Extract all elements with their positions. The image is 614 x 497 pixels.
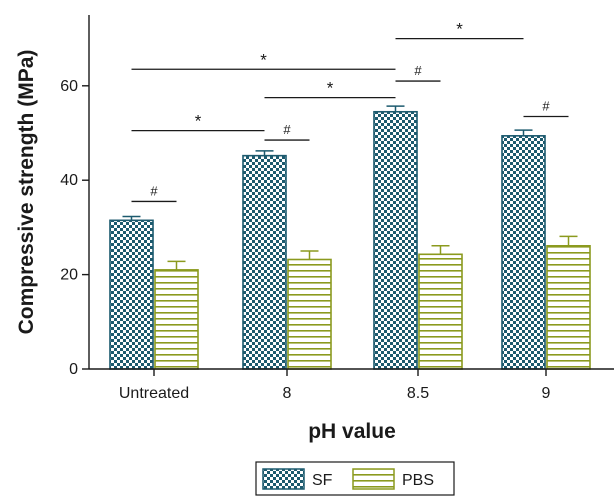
legend-label-sf: SF — [312, 472, 333, 489]
significance-label-2: # — [283, 122, 291, 137]
x-tick-label-1: 8 — [283, 385, 292, 402]
y-axis-title: Compressive strength (MPa) — [15, 50, 38, 335]
x-axis-title: pH value — [308, 420, 396, 443]
significance-label-4: * — [260, 50, 267, 69]
significance-label-6: * — [456, 20, 463, 39]
bar-pbs-1 — [287, 258, 332, 370]
y-tick-label-60: 60 — [60, 78, 78, 95]
y-tick-label-0: 0 — [69, 361, 78, 378]
error-bar-sf-3 — [514, 129, 533, 136]
legend-swatch-pbs — [352, 468, 395, 490]
legend: SF PBS — [255, 461, 455, 496]
error-bar-pbs-1 — [300, 250, 319, 260]
x-tick-label-3: 9 — [542, 385, 551, 402]
error-bar-sf-1 — [255, 150, 274, 156]
legend-label-pbs: PBS — [402, 472, 434, 489]
bar-sf-3 — [501, 135, 546, 370]
y-ticks: 0 20 40 60 — [60, 78, 89, 378]
error-bar-sf-2 — [386, 105, 405, 112]
axes — [88, 15, 614, 370]
significance-label-0: # — [150, 183, 158, 198]
significance-label-1: * — [195, 112, 202, 131]
bar-pbs-2 — [418, 253, 463, 370]
bar-sf-2 — [373, 110, 418, 370]
bar-sf-0 — [109, 219, 154, 370]
error-bars — [122, 105, 578, 270]
error-bar-pbs-2 — [431, 245, 450, 255]
bar-sf-1 — [242, 154, 287, 370]
significance-label-3: * — [327, 79, 334, 98]
x-tick-label-0: Untreated — [119, 385, 189, 402]
x-tick-label-2: 8.5 — [407, 385, 429, 402]
error-bar-pbs-3 — [559, 235, 578, 246]
significance-annotations: # * # * * # * # — [131, 20, 569, 203]
significance-label-7: # — [542, 98, 550, 113]
bar-pbs-3 — [546, 245, 591, 370]
y-tick-label-40: 40 — [60, 172, 78, 189]
significance-label-5: # — [414, 63, 422, 78]
legend-swatch-sf — [262, 468, 305, 490]
error-bar-sf-0 — [122, 215, 141, 221]
x-ticks: Untreated 8 8.5 9 — [119, 369, 551, 402]
error-bar-pbs-0 — [167, 260, 186, 270]
bars — [109, 110, 591, 370]
bar-pbs-0 — [154, 269, 199, 370]
y-tick-label-20: 20 — [60, 267, 78, 284]
